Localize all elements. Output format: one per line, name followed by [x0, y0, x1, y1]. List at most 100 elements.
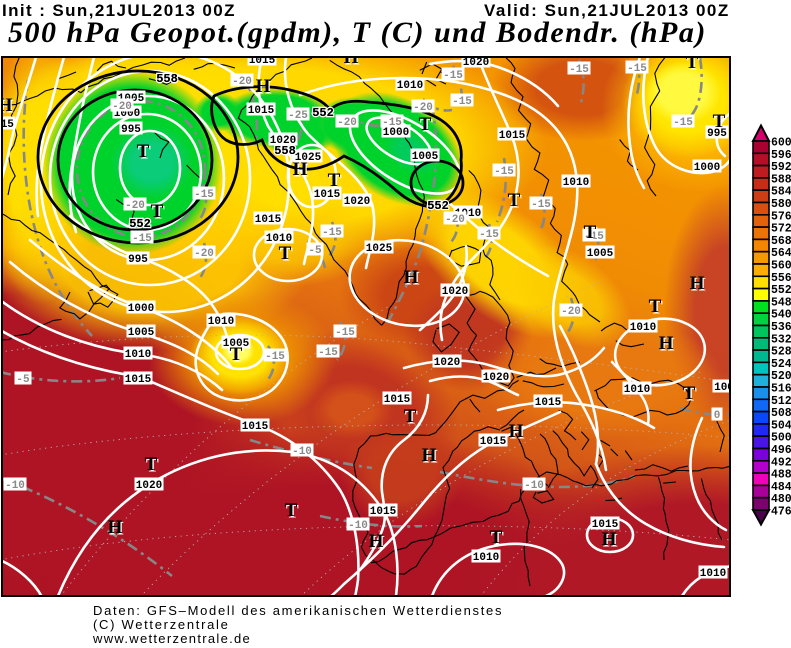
- svg-text:1015: 1015: [535, 397, 562, 409]
- svg-text:-15: -15: [443, 70, 463, 82]
- svg-text:1020: 1020: [344, 196, 370, 208]
- svg-text:T: T: [328, 170, 341, 191]
- svg-text:T: T: [138, 142, 151, 163]
- svg-text:1020: 1020: [442, 286, 468, 298]
- svg-text:552: 552: [427, 199, 449, 213]
- svg-text:520: 520: [771, 370, 791, 383]
- svg-text:592: 592: [771, 161, 791, 174]
- svg-text:995: 995: [128, 254, 148, 266]
- svg-text:-15: -15: [627, 63, 647, 75]
- svg-text:1010: 1010: [125, 349, 151, 361]
- svg-text:1020: 1020: [136, 480, 162, 492]
- svg-text:1025: 1025: [295, 152, 322, 164]
- svg-text:T: T: [686, 52, 699, 73]
- svg-text:-15: -15: [322, 227, 342, 239]
- svg-text:T: T: [285, 500, 298, 521]
- svg-text:995: 995: [707, 128, 727, 140]
- svg-text:T: T: [151, 201, 164, 222]
- svg-text:-15: -15: [531, 199, 551, 211]
- svg-text:995: 995: [121, 124, 141, 136]
- svg-text:-5: -5: [308, 245, 322, 257]
- svg-text:552: 552: [129, 217, 151, 231]
- svg-text:1015: 1015: [242, 421, 269, 433]
- svg-text:1020: 1020: [463, 57, 489, 69]
- svg-text:532: 532: [771, 333, 791, 346]
- svg-text:-10: -10: [348, 520, 368, 532]
- svg-text:H: H: [108, 517, 123, 538]
- svg-text:488: 488: [771, 469, 791, 482]
- svg-text:1005: 1005: [128, 327, 155, 339]
- svg-text:1010: 1010: [700, 568, 726, 580]
- svg-text:1010: 1010: [397, 80, 423, 92]
- svg-text:552: 552: [427, 199, 449, 213]
- svg-text:600: 600: [771, 137, 791, 150]
- svg-text:568: 568: [771, 235, 791, 248]
- svg-text:T: T: [490, 527, 503, 548]
- svg-text:T: T: [683, 383, 696, 404]
- svg-text:1015: 1015: [480, 436, 507, 448]
- svg-text:-20: -20: [112, 101, 132, 113]
- svg-text:H: H: [405, 268, 420, 289]
- svg-text:580: 580: [771, 198, 791, 211]
- svg-text:-5: -5: [16, 374, 30, 386]
- svg-text:-15: -15: [194, 189, 214, 201]
- svg-text:1015: 1015: [314, 189, 341, 201]
- svg-text:T: T: [508, 190, 521, 211]
- svg-text:H: H: [509, 421, 524, 442]
- svg-text:540: 540: [771, 309, 791, 322]
- svg-text:T: T: [329, 171, 342, 192]
- svg-text:-10: -10: [5, 480, 25, 492]
- svg-text:-15: -15: [673, 117, 693, 129]
- svg-text:558: 558: [156, 72, 178, 86]
- svg-text:-15: -15: [452, 96, 472, 108]
- svg-text:T: T: [584, 222, 597, 243]
- svg-text:H: H: [257, 77, 272, 98]
- svg-text:T: T: [137, 141, 150, 162]
- svg-text:548: 548: [771, 296, 791, 309]
- svg-text:1010: 1010: [266, 233, 292, 245]
- svg-text:T: T: [684, 384, 697, 405]
- svg-text:T: T: [491, 528, 504, 549]
- svg-text:H: H: [691, 274, 706, 295]
- svg-text:-15: -15: [265, 351, 285, 363]
- svg-text:480: 480: [771, 493, 791, 506]
- svg-text:T: T: [419, 114, 432, 135]
- svg-text:-20: -20: [413, 102, 433, 114]
- svg-text:-15: -15: [584, 231, 604, 243]
- svg-text:558: 558: [274, 144, 296, 158]
- svg-text:-10: -10: [292, 446, 312, 458]
- svg-text:-20: -20: [445, 214, 465, 226]
- svg-text:-20: -20: [194, 248, 214, 260]
- svg-text:T: T: [687, 53, 700, 74]
- svg-text:T: T: [509, 191, 522, 212]
- svg-text:1010: 1010: [208, 316, 234, 328]
- svg-text:1000: 1000: [694, 162, 720, 174]
- svg-text:558: 558: [274, 144, 296, 158]
- svg-text:T: T: [146, 455, 159, 476]
- svg-text:-20: -20: [232, 76, 252, 88]
- svg-text:1015: 1015: [384, 394, 411, 406]
- svg-text:-15: -15: [132, 233, 152, 245]
- svg-text:T: T: [420, 115, 433, 136]
- svg-text:H: H: [690, 273, 705, 294]
- svg-text:1025: 1025: [366, 243, 393, 255]
- svg-text:1005: 1005: [587, 248, 614, 260]
- svg-text:552: 552: [312, 106, 334, 120]
- svg-text:0: 0: [714, 410, 721, 422]
- svg-text:T: T: [714, 112, 727, 133]
- svg-text:H: H: [0, 96, 14, 117]
- svg-text:015: 015: [0, 119, 14, 131]
- svg-text:484: 484: [771, 481, 791, 494]
- svg-text:H: H: [293, 159, 308, 180]
- svg-text:1010: 1010: [563, 177, 589, 189]
- svg-text:1005: 1005: [223, 338, 250, 350]
- svg-text:1010: 1010: [473, 552, 499, 564]
- svg-text:-10: -10: [524, 480, 544, 492]
- svg-text:588: 588: [771, 173, 791, 186]
- svg-text:1015: 1015: [255, 214, 282, 226]
- svg-text:536: 536: [771, 321, 791, 334]
- svg-text:496: 496: [771, 444, 791, 457]
- svg-text:H: H: [602, 529, 617, 550]
- svg-text:-15: -15: [335, 327, 355, 339]
- svg-text:1020: 1020: [483, 372, 509, 384]
